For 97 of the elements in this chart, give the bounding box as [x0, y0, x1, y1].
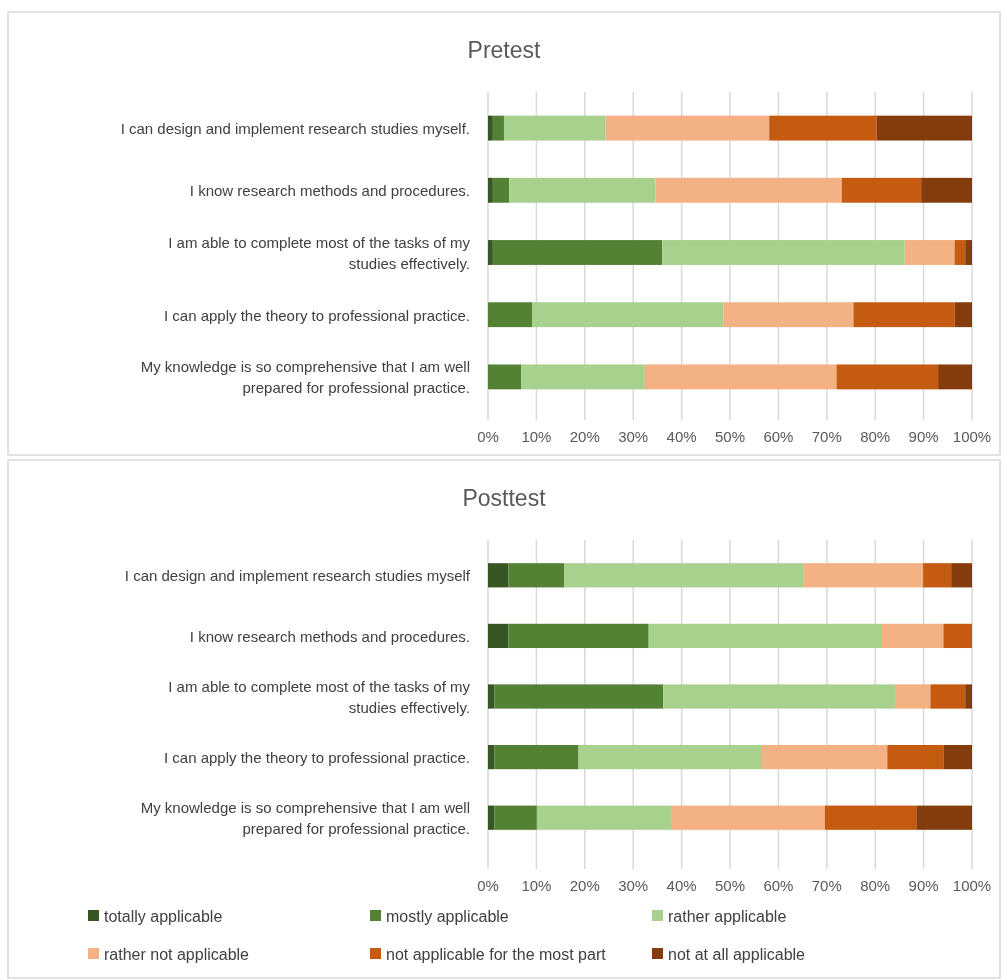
- x-tick-label: 20%: [569, 877, 600, 894]
- bar: [648, 623, 882, 649]
- x-tick-label: 70%: [811, 877, 842, 894]
- bar: [670, 805, 825, 830]
- y-tick-label: I can apply the theory to professional practice.: [163, 748, 470, 766]
- x-tick-label: 100%: [952, 877, 992, 894]
- legend-label: totally applicable: [104, 907, 223, 925]
- bar: [492, 240, 663, 265]
- y-tick-label: I am able to complete most of the tasks of my studies effectively.: [168, 677, 471, 716]
- x-tick-label: 90%: [908, 877, 939, 894]
- bar: [488, 744, 495, 770]
- bar: [663, 684, 896, 709]
- legend-label: rather not applicable: [104, 945, 250, 963]
- bar: [943, 623, 972, 649]
- x-tick-label: 60%: [763, 877, 794, 894]
- x-tick-label: 20%: [569, 428, 600, 445]
- bar: [954, 240, 966, 265]
- bar: [921, 177, 972, 203]
- x-tick-label: 0%: [477, 877, 499, 894]
- y-tick-label: I am able to complete most of the tasks of my studies effectively.: [168, 233, 471, 272]
- bar: [836, 364, 939, 390]
- bar: [488, 563, 509, 588]
- bar: [876, 115, 972, 141]
- y-tick-label: I know research methods and procedures.: [189, 181, 470, 199]
- legend-label: mostly applicable: [386, 907, 509, 925]
- x-tick-label: 80%: [860, 877, 891, 894]
- bar: [508, 623, 649, 649]
- bar: [494, 684, 664, 709]
- bar: [803, 563, 924, 588]
- x-tick-label: 40%: [666, 877, 697, 894]
- x-tick-label: 10%: [521, 428, 552, 445]
- bar: [508, 563, 565, 588]
- bar: [492, 177, 510, 203]
- x-tick-label: 40%: [666, 428, 697, 445]
- y-tick-label: I can apply the theory to professional practice.: [163, 306, 470, 324]
- y-tick-label: I know research methods and procedures.: [189, 627, 470, 645]
- bar: [564, 563, 804, 588]
- bar: [509, 177, 656, 203]
- x-tick-label: 50%: [714, 877, 746, 894]
- bar: [943, 744, 972, 770]
- bar: [904, 240, 955, 265]
- bar: [916, 805, 972, 830]
- bar: [655, 177, 842, 203]
- y-tick-label: I can design and implement research studies myself.: [120, 119, 470, 137]
- bar: [761, 744, 888, 770]
- x-tick-label: 50%: [714, 428, 746, 445]
- legend-label: not at all applicable: [668, 945, 806, 963]
- x-tick-label: 80%: [860, 428, 891, 445]
- x-tick-label: 60%: [763, 428, 794, 445]
- bar: [536, 805, 671, 830]
- bar: [488, 240, 493, 265]
- bar: [938, 364, 972, 390]
- bar: [578, 744, 762, 770]
- bar: [488, 623, 509, 649]
- legend-label: not applicable for the most part: [386, 945, 607, 963]
- y-tick-label: My knowledge is so comprehensive that I am well prepared for professional practice.: [140, 357, 470, 396]
- bar: [965, 684, 972, 709]
- bar: [881, 623, 944, 649]
- bar: [853, 302, 955, 328]
- bar: [965, 240, 972, 265]
- chart-title: Posttest: [462, 485, 547, 511]
- x-tick-label: 100%: [952, 428, 992, 445]
- bar: [532, 302, 724, 328]
- bar: [824, 805, 917, 830]
- bar: [488, 364, 522, 390]
- bar: [723, 302, 854, 328]
- y-tick-label: I can design and implement research studies myself: [124, 566, 471, 584]
- bar: [930, 684, 966, 709]
- x-tick-label: 30%: [618, 877, 649, 894]
- bar: [488, 684, 495, 709]
- bar: [488, 115, 493, 141]
- bar: [488, 177, 493, 203]
- x-tick-label: 0%: [477, 428, 499, 445]
- bar: [494, 744, 579, 770]
- bar: [494, 805, 537, 830]
- bar: [895, 684, 931, 709]
- bar: [951, 563, 972, 588]
- bar: [503, 115, 606, 141]
- bar: [488, 302, 533, 328]
- bar: [492, 115, 504, 141]
- bar: [644, 364, 837, 390]
- x-tick-label: 70%: [811, 428, 842, 445]
- bar: [954, 302, 972, 328]
- legend-label: rather applicable: [668, 907, 787, 925]
- bar: [887, 744, 944, 770]
- bar: [605, 115, 770, 141]
- x-tick-label: 30%: [618, 428, 649, 445]
- bar: [769, 115, 877, 141]
- x-tick-label: 10%: [521, 877, 552, 894]
- x-tick-label: 90%: [908, 428, 939, 445]
- y-tick-label: My knowledge is so comprehensive that I am well prepared for professional practice.: [140, 798, 470, 837]
- bar: [841, 177, 922, 203]
- bar: [488, 805, 495, 830]
- chart-title: Pretest: [467, 37, 542, 63]
- bar: [521, 364, 645, 390]
- bar: [923, 563, 952, 588]
- bar: [662, 240, 905, 265]
